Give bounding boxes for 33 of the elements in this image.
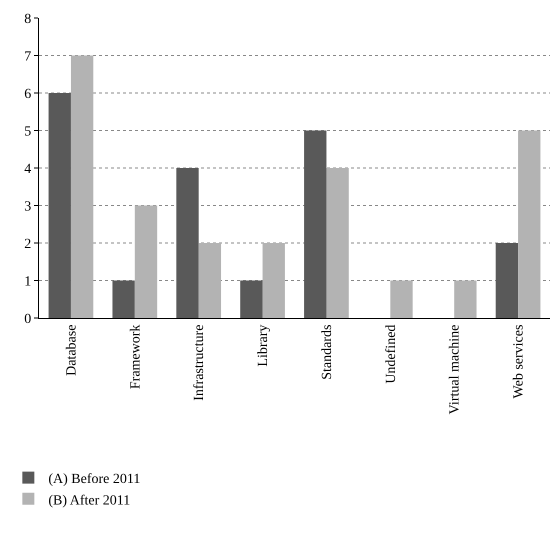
x-tick-label: Infrastructure [192, 324, 208, 401]
bar [304, 130, 326, 318]
y-tick-label: 1 [24, 274, 32, 290]
y-tick-label: 3 [24, 199, 32, 214]
bar [496, 243, 518, 318]
x-tick-label: Library [256, 324, 272, 367]
bar [112, 280, 135, 318]
y-tick-label: 4 [24, 162, 32, 177]
y-tick-label: 6 [24, 86, 32, 102]
bar [70, 56, 94, 318]
x-tick-label: Standards [320, 324, 335, 380]
x-tick-label: Framework [128, 324, 144, 390]
bar [198, 243, 222, 318]
x-tick-label: Database [64, 324, 80, 376]
bar [326, 168, 349, 318]
x-tick-label: Undefined [384, 324, 399, 384]
bar [454, 280, 477, 318]
x-tick-label: Virtual machine [448, 324, 463, 414]
bar [240, 280, 263, 318]
y-tick-label: 7 [24, 49, 32, 64]
x-tick-label: Web services [512, 324, 527, 399]
y-tick-label: 0 [24, 312, 32, 327]
legend-label: (B) After 2011 [48, 493, 130, 508]
bar [518, 130, 540, 318]
bar [176, 168, 199, 318]
bar [262, 243, 285, 318]
y-tick-label: 5 [24, 124, 32, 140]
y-tick-label: 2 [24, 236, 32, 252]
bar [390, 280, 413, 318]
y-tick-label: 8 [24, 12, 32, 27]
bar [48, 93, 71, 318]
legend-label: (A) Before 2011 [48, 472, 140, 488]
bar [134, 206, 158, 318]
